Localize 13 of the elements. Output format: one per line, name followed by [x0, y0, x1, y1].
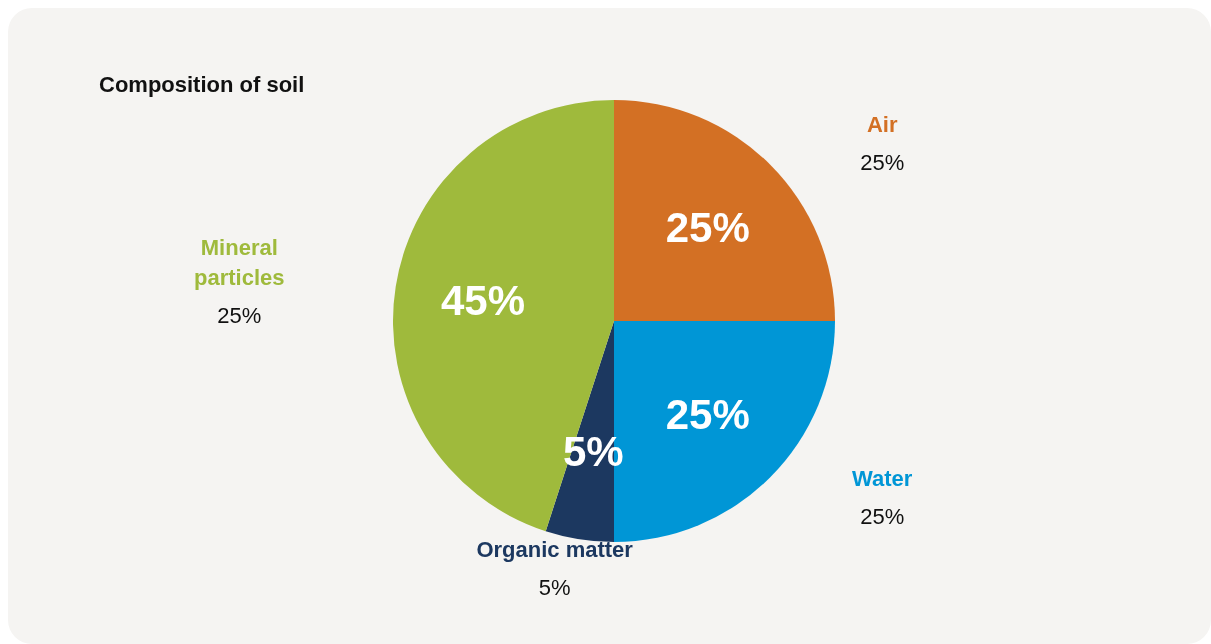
text: 25% — [860, 149, 905, 175]
text: 25% — [217, 302, 262, 328]
data-label: 25% — [665, 391, 750, 439]
slice-label: Air — [866, 111, 898, 137]
data-label: 45% — [441, 276, 526, 324]
slice-label: Organic matter — [476, 536, 634, 562]
text: 5% — [538, 574, 571, 600]
chart-title: Composition of soil — [99, 72, 305, 98]
slice-label: Mineral particles — [194, 234, 285, 290]
pie-slice — [614, 100, 835, 321]
text: 25% — [860, 504, 905, 530]
data-label: 25% — [665, 203, 750, 251]
slice-label: Water — [852, 466, 913, 492]
